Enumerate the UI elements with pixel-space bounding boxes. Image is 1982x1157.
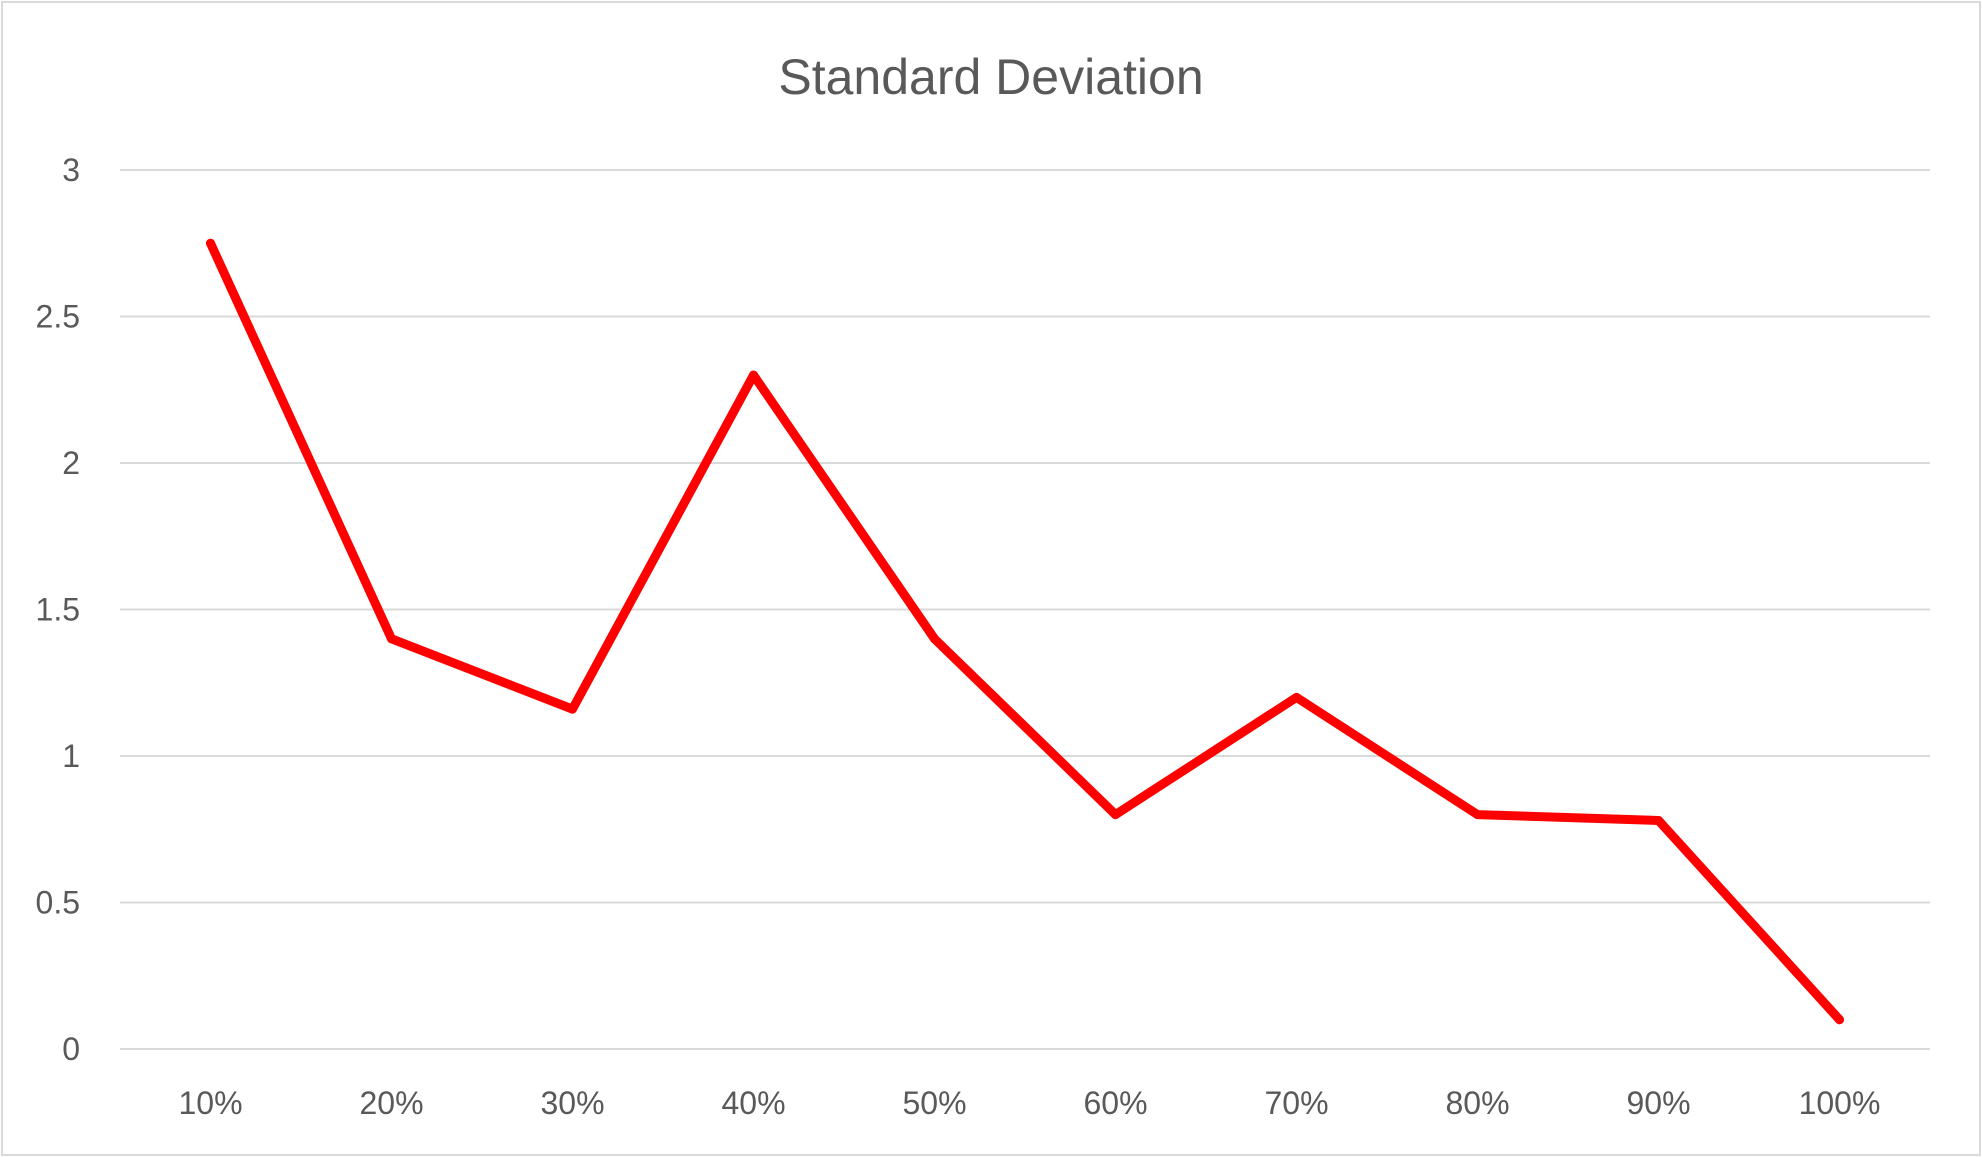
x-tick-label: 30% — [540, 1085, 604, 1121]
data-point — [206, 238, 215, 248]
y-tick-label: 1 — [62, 738, 80, 774]
data-point — [1835, 1015, 1844, 1025]
x-tick-label: 20% — [359, 1085, 423, 1121]
x-tick-label: 10% — [178, 1085, 242, 1121]
y-tick-label: 1.5 — [36, 592, 80, 628]
data-point — [1654, 815, 1663, 825]
y-axis-tick-labels: 0 0.5 1 1.5 2 2.5 3 — [36, 152, 80, 1067]
data-point — [1473, 810, 1482, 820]
y-tick-label: 0 — [62, 1031, 80, 1067]
y-tick-label: 0.5 — [36, 885, 80, 921]
series-layer — [206, 238, 1844, 1025]
x-tick-label: 100% — [1799, 1085, 1881, 1121]
data-point — [1292, 692, 1301, 702]
x-tick-label: 80% — [1445, 1085, 1509, 1121]
x-tick-label: 90% — [1626, 1085, 1690, 1121]
x-tick-label: 70% — [1264, 1085, 1328, 1121]
data-point — [568, 704, 577, 714]
data-point — [1111, 810, 1120, 820]
chart-title: Standard Deviation — [778, 49, 1203, 105]
data-point — [749, 370, 758, 380]
data-point — [930, 634, 939, 644]
y-tick-label: 2.5 — [36, 299, 80, 335]
x-axis-tick-labels: 10% 20% 30% 40% 50% 60% 70% 80% 90% 100% — [178, 1085, 1880, 1121]
x-tick-label: 60% — [1083, 1085, 1147, 1121]
series-line — [206, 238, 1844, 1025]
x-tick-label: 40% — [721, 1085, 785, 1121]
gridlines — [120, 169, 1930, 1050]
y-tick-label: 3 — [62, 152, 80, 188]
data-point — [387, 634, 396, 644]
x-tick-label: 50% — [902, 1085, 966, 1121]
y-tick-label: 2 — [62, 445, 80, 481]
